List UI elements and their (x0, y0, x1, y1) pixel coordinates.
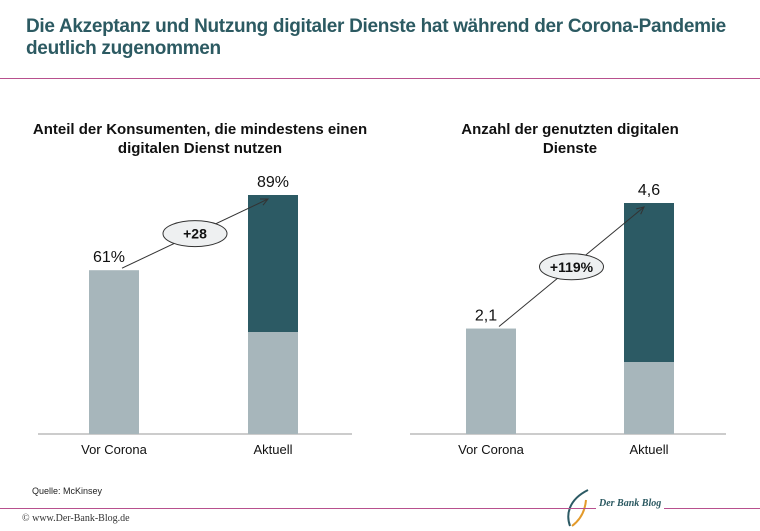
bar-base-0 (89, 270, 139, 434)
category-label-0: Vor Corona (458, 442, 525, 457)
arrow-head-icon (259, 198, 270, 206)
bar-increase-1 (624, 203, 674, 362)
bar-base-0 (466, 328, 516, 434)
value-label-0: 2,1 (475, 308, 497, 325)
logo-swoosh-accent-icon (571, 499, 587, 527)
footer-url: © www.Der-Bank-Blog.de (22, 513, 130, 524)
growth-annotation: +119% (550, 259, 594, 275)
annotation-bubble (539, 253, 604, 281)
logo-swoosh-icon (567, 489, 589, 527)
top-divider (0, 78, 760, 79)
value-label-1: 4,6 (638, 182, 660, 199)
growth-annotation: +28 (183, 226, 207, 242)
logo: Der Bank Blog (596, 498, 665, 509)
arrow-head-icon (636, 206, 645, 215)
value-label-1: 89% (257, 174, 289, 191)
chart-right-title: Anzahl der genutzten digitalen Dienste (461, 121, 679, 157)
slide-title: Die Akzeptanz und Nutzung digitaler Dien… (26, 16, 726, 59)
bottom-divider (0, 508, 760, 509)
bar-base-1 (248, 332, 298, 434)
category-label-1: Aktuell (629, 442, 668, 457)
annotation-bubble (162, 220, 228, 248)
category-label-0: Vor Corona (81, 442, 148, 457)
value-label-0: 61% (93, 249, 125, 266)
bar-base-1 (624, 362, 674, 434)
bar-increase-1 (248, 195, 298, 332)
category-label-1: Aktuell (253, 442, 292, 457)
source-note: Quelle: McKinsey (32, 486, 103, 496)
chart-left-title: Anteil der Konsumenten, die mindestens e… (32, 121, 368, 157)
